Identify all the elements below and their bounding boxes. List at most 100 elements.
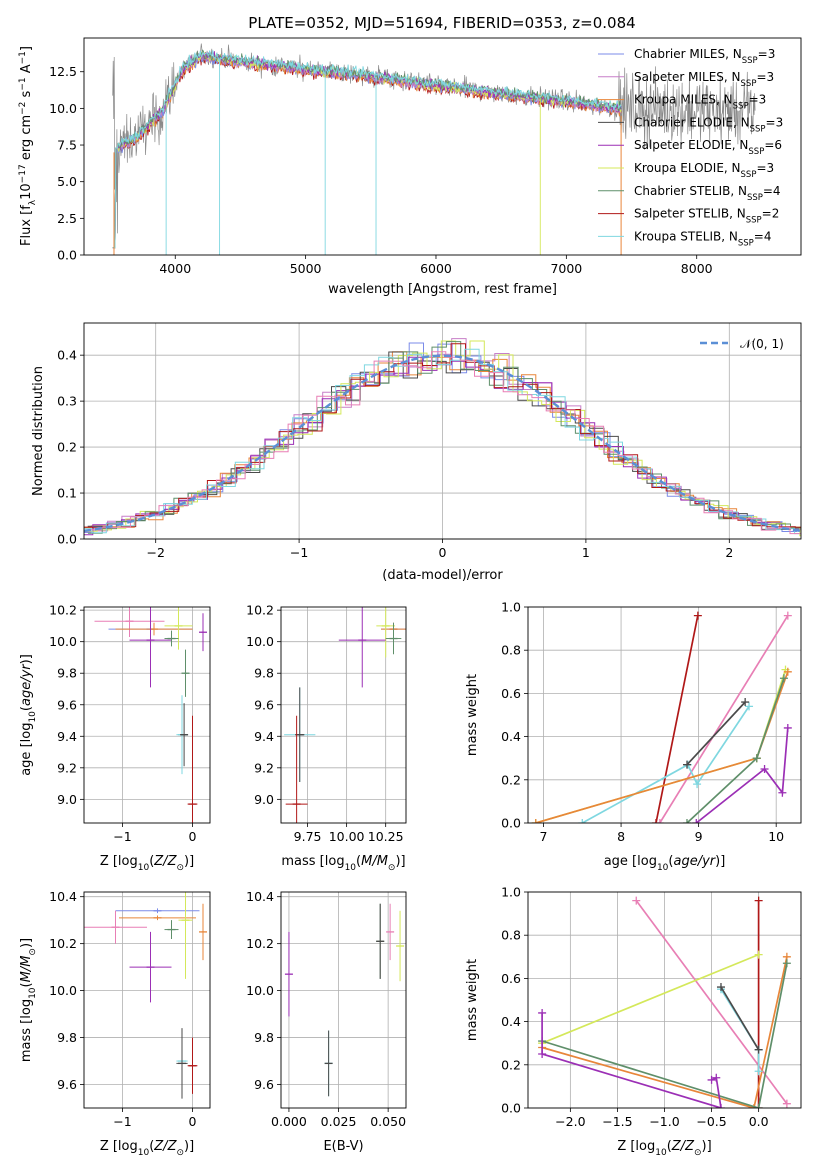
x-tick-label: 0 — [189, 829, 197, 844]
age-vs-mass-axes: 9.75 10.00 10.25 9.0 9.2 9.4 9.6 9.8 10.0 10.2 mas… — [246, 603, 407, 873]
x-tick-label: 7000 — [550, 261, 582, 276]
y-tick-label: 0.0 — [501, 816, 521, 831]
weight-lines — [531, 611, 792, 823]
y-tick-label: 0.4 — [501, 1014, 521, 1029]
y-tick-label: 10.0 — [246, 634, 274, 649]
y-tick-label: 2.5 — [57, 211, 77, 226]
error-bars — [94, 607, 207, 823]
weight-marker — [778, 788, 787, 797]
weight-marker — [682, 760, 691, 769]
y-tick-label: 0.2 — [57, 440, 77, 455]
residual-axes: −2 −1 0 1 2 0.0 0.1 0.2 0.3 0.4 𝒩(0, 1) (data-model… — [31, 322, 802, 583]
x-tick-label: −0.5 — [696, 1114, 726, 1129]
y-tick-label: 0.1 — [57, 486, 77, 501]
x-axis-label: E(B-V) — [323, 1139, 363, 1154]
legend-entry: Chabrier ELODIE, NSSP=3 — [634, 115, 783, 134]
weight-marker — [745, 702, 754, 711]
x-tick-label: 6000 — [420, 261, 452, 276]
y-tick-label: 9.8 — [57, 1030, 77, 1045]
x-axis-label: (data-model)/error — [382, 568, 503, 583]
y-tick-label: 0.0 — [501, 1101, 521, 1116]
x-tick-label: 8 — [617, 829, 625, 844]
weight-marker — [741, 698, 750, 707]
x-tick-label: 0.025 — [321, 1114, 357, 1129]
error-bars — [284, 903, 405, 1097]
x-tick-label: 10.25 — [368, 829, 404, 844]
weight-marker — [693, 611, 702, 620]
weight-marker — [779, 674, 788, 683]
y-tick-label: 10.0 — [49, 634, 77, 649]
y-tick-label: 9.8 — [57, 666, 77, 681]
y-tick-label: 5.0 — [57, 174, 77, 189]
y-tick-label: 9.6 — [254, 1077, 274, 1092]
x-tick-label: −1 — [113, 829, 131, 844]
y-tick-label: 10.4 — [49, 889, 77, 904]
legend-entry: Chabrier STELIB, NSSP=4 — [634, 184, 781, 203]
weight-line — [695, 727, 789, 823]
weight-marker — [651, 819, 660, 823]
weight-marker — [783, 611, 792, 620]
x-axis-label: age [log10(age/yr)] — [604, 854, 726, 873]
x-tick-label: 5000 — [290, 261, 322, 276]
model-spectrum-line — [112, 53, 622, 249]
y-tick-label: 12.5 — [49, 64, 77, 79]
y-axis-label: mass weight — [465, 674, 480, 756]
weight-lines — [538, 896, 791, 1108]
x-tick-label: −2.0 — [555, 1114, 585, 1129]
y-tick-label: 0.6 — [501, 971, 521, 986]
weight-line — [659, 615, 789, 823]
y-tick-label: 0.4 — [501, 729, 521, 744]
y-tick-label: 0.0 — [57, 248, 77, 263]
weight-marker — [716, 1104, 725, 1108]
weight-marker — [754, 1067, 763, 1076]
x-tick-label: 0 — [189, 1114, 197, 1129]
x-axis-label: wavelength [Angstrom, rest frame] — [328, 282, 557, 297]
age-vs-z-axes: −1 0 9.0 9.2 9.4 9.6 9.8 10.0 10.2 Z [log10(Z/Z⊙)… — [19, 603, 211, 873]
legend-entry: Salpeter STELIB, NSSP=2 — [634, 207, 779, 226]
y-tick-label: 7.5 — [57, 138, 77, 153]
weight-line — [541, 953, 759, 1044]
legend: Chabrier MILES, NSSP=3 Salpeter MILES, NS… — [598, 47, 783, 248]
x-tick-label: −2 — [146, 545, 164, 560]
axes-frame — [527, 891, 802, 1109]
x-tick-label: −1 — [113, 1114, 131, 1129]
weight-marker — [716, 983, 725, 992]
weight-marker — [752, 754, 761, 763]
y-tick-label: 10.0 — [49, 983, 77, 998]
legend-entry: 𝒩(0, 1) — [740, 337, 784, 351]
x-tick-label: 0.050 — [370, 1114, 406, 1129]
histograms — [84, 338, 801, 537]
model-spectrum-line — [112, 53, 622, 249]
weight-line — [655, 615, 699, 823]
weight-marker — [578, 819, 587, 823]
weight-marker — [754, 950, 763, 959]
y-tick-label: 1.0 — [501, 885, 521, 900]
y-tick-label: 9.2 — [254, 760, 274, 775]
error-bars — [84, 892, 207, 1099]
spectrum-lines — [112, 43, 756, 255]
y-tick-label: 0.2 — [501, 772, 521, 787]
y-tick-label: 10.2 — [49, 603, 77, 618]
weight-vs-age-axes: 7 8 9 10 0.0 0.2 0.4 0.6 0.8 1.0 age [log10(age/yr… — [465, 600, 802, 873]
weight-marker — [783, 667, 792, 676]
y-tick-label: 10.2 — [246, 603, 274, 618]
weight-line — [541, 956, 788, 1108]
y-tick-label: 9.6 — [57, 697, 77, 712]
weight-marker — [692, 819, 701, 823]
y-tick-label: 10.2 — [246, 936, 274, 951]
x-tick-label: 4000 — [159, 261, 191, 276]
y-tick-label: 1.0 — [501, 600, 521, 615]
y-tick-label: 10.0 — [49, 101, 77, 116]
y-tick-label: 9.4 — [254, 729, 274, 744]
weight-line — [720, 986, 760, 1051]
legend-entry: Salpeter MILES, NSSP=3 — [634, 70, 774, 89]
x-tick-label: 10 — [768, 829, 784, 844]
axes-frame — [527, 606, 802, 824]
model-spectrum-line — [112, 55, 622, 249]
weight-marker — [754, 1045, 763, 1054]
y-tick-label: 9.8 — [254, 1030, 274, 1045]
legend-entry: Chabrier MILES, NSSP=3 — [634, 47, 775, 66]
y-axis-label: Normed distribution — [31, 366, 46, 496]
x-axis-label: mass [log10(M/M⊙)] — [281, 854, 405, 873]
y-tick-label: 9.6 — [57, 1077, 77, 1092]
